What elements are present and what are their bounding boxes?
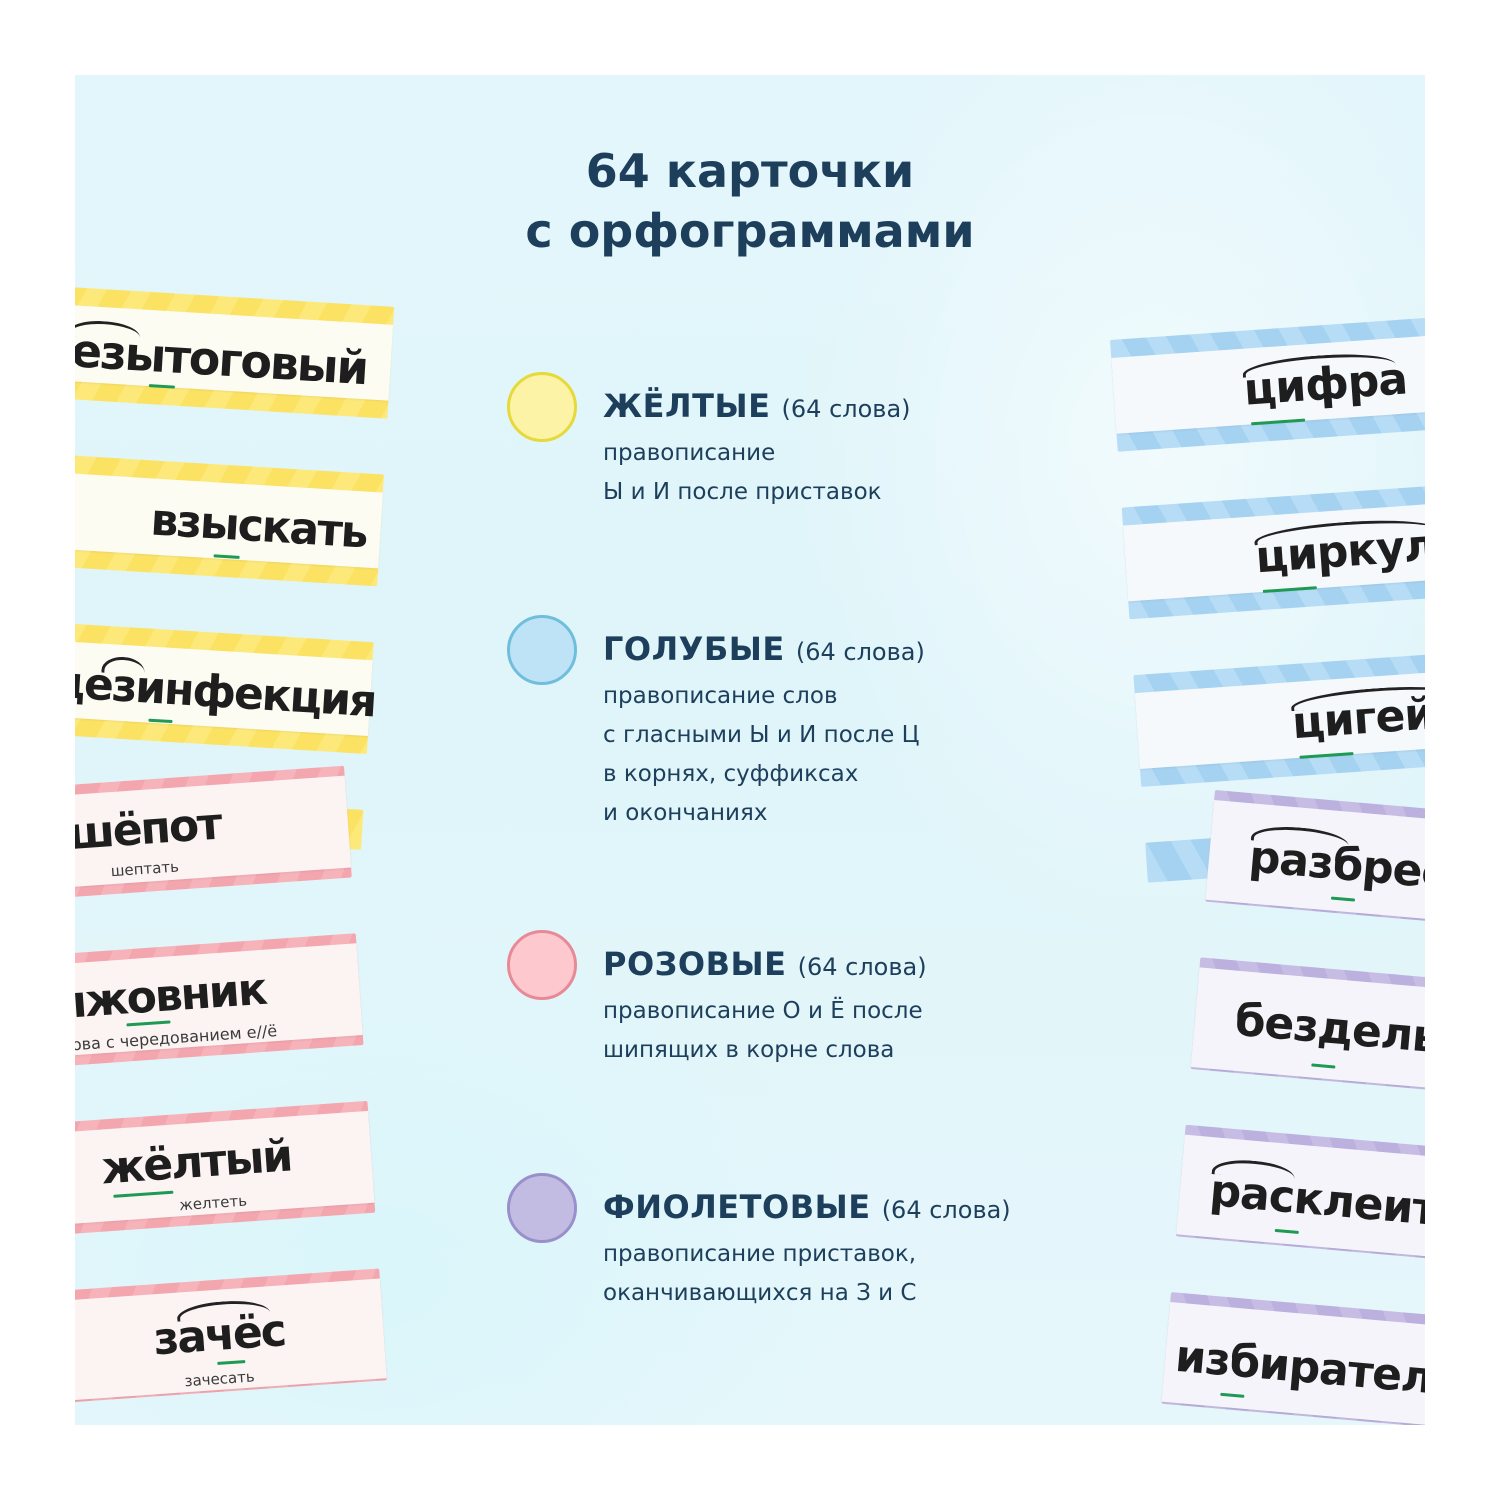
yellow-card: безытоговый [75, 280, 395, 419]
blue-circle-icon [507, 615, 577, 685]
blue-card: циркуль [1121, 476, 1425, 620]
pink-card: зачёс зачесать [75, 1268, 387, 1410]
legend-name: ГОЛУБЫЕ [603, 630, 785, 668]
card-word: зачёс [151, 1305, 287, 1366]
legend-desc-line: оканчивающихся на З и С [603, 1280, 917, 1306]
legend-name: РОЗОВЫЕ [603, 945, 787, 983]
legend-count: (64 слова) [781, 395, 911, 423]
blue-card: цигейка [1133, 644, 1425, 787]
violet-card: расклеить [1175, 1124, 1425, 1275]
page-title: 64 карточки с орфограммами [75, 141, 1425, 261]
legend-name: ФИОЛЕТОВЫЕ [603, 1188, 871, 1226]
legend-desc-line: шипящих в корне слова [603, 1037, 895, 1063]
pink-card: шёпот шептать [75, 765, 352, 907]
title-line-1: 64 карточки [585, 144, 915, 198]
violet-circle-icon [507, 1173, 577, 1243]
legend-count: (64 слова) [795, 638, 925, 666]
title-line-2: с орфограммами [525, 204, 975, 258]
promo-canvas: 64 карточки с орфограммами безытоговый в… [75, 75, 1425, 1425]
legend-count: (64 слова) [881, 1196, 1011, 1224]
legend-desc-line: правописание приставок, [603, 1241, 917, 1267]
legend-desc-line: и окончаниях [603, 800, 768, 826]
card-word: шёпот [75, 798, 223, 861]
yellow-circle-icon [507, 372, 577, 442]
pink-card: жёлтый желтеть [75, 1100, 376, 1242]
legend-name: ЖЁЛТЫЕ [603, 387, 771, 425]
legend-desc-line: Ы и И после приставок [603, 479, 882, 505]
legend-desc-line: в корнях, суффиксах [603, 761, 859, 787]
pink-card: крыжовник слова с чередованием е//ё [75, 933, 364, 1075]
legend-desc-line: с гласными Ы и И после Ц [603, 722, 920, 748]
yellow-card: взыскать [75, 447, 384, 587]
violet-card: избиратель [1161, 1292, 1425, 1425]
legend-count: (64 слова) [797, 953, 927, 981]
violet-card: разбрести [1205, 790, 1425, 940]
legend-desc-line: правописание О и Ё после [603, 998, 923, 1024]
legend-desc-line: правописание [603, 440, 776, 466]
blue-card: цифра [1110, 309, 1425, 452]
legend-desc-line: правописание слов [603, 683, 838, 709]
violet-card: безделье [1190, 957, 1425, 1108]
yellow-card: дезинфекция [75, 615, 377, 755]
pink-circle-icon [507, 930, 577, 1000]
